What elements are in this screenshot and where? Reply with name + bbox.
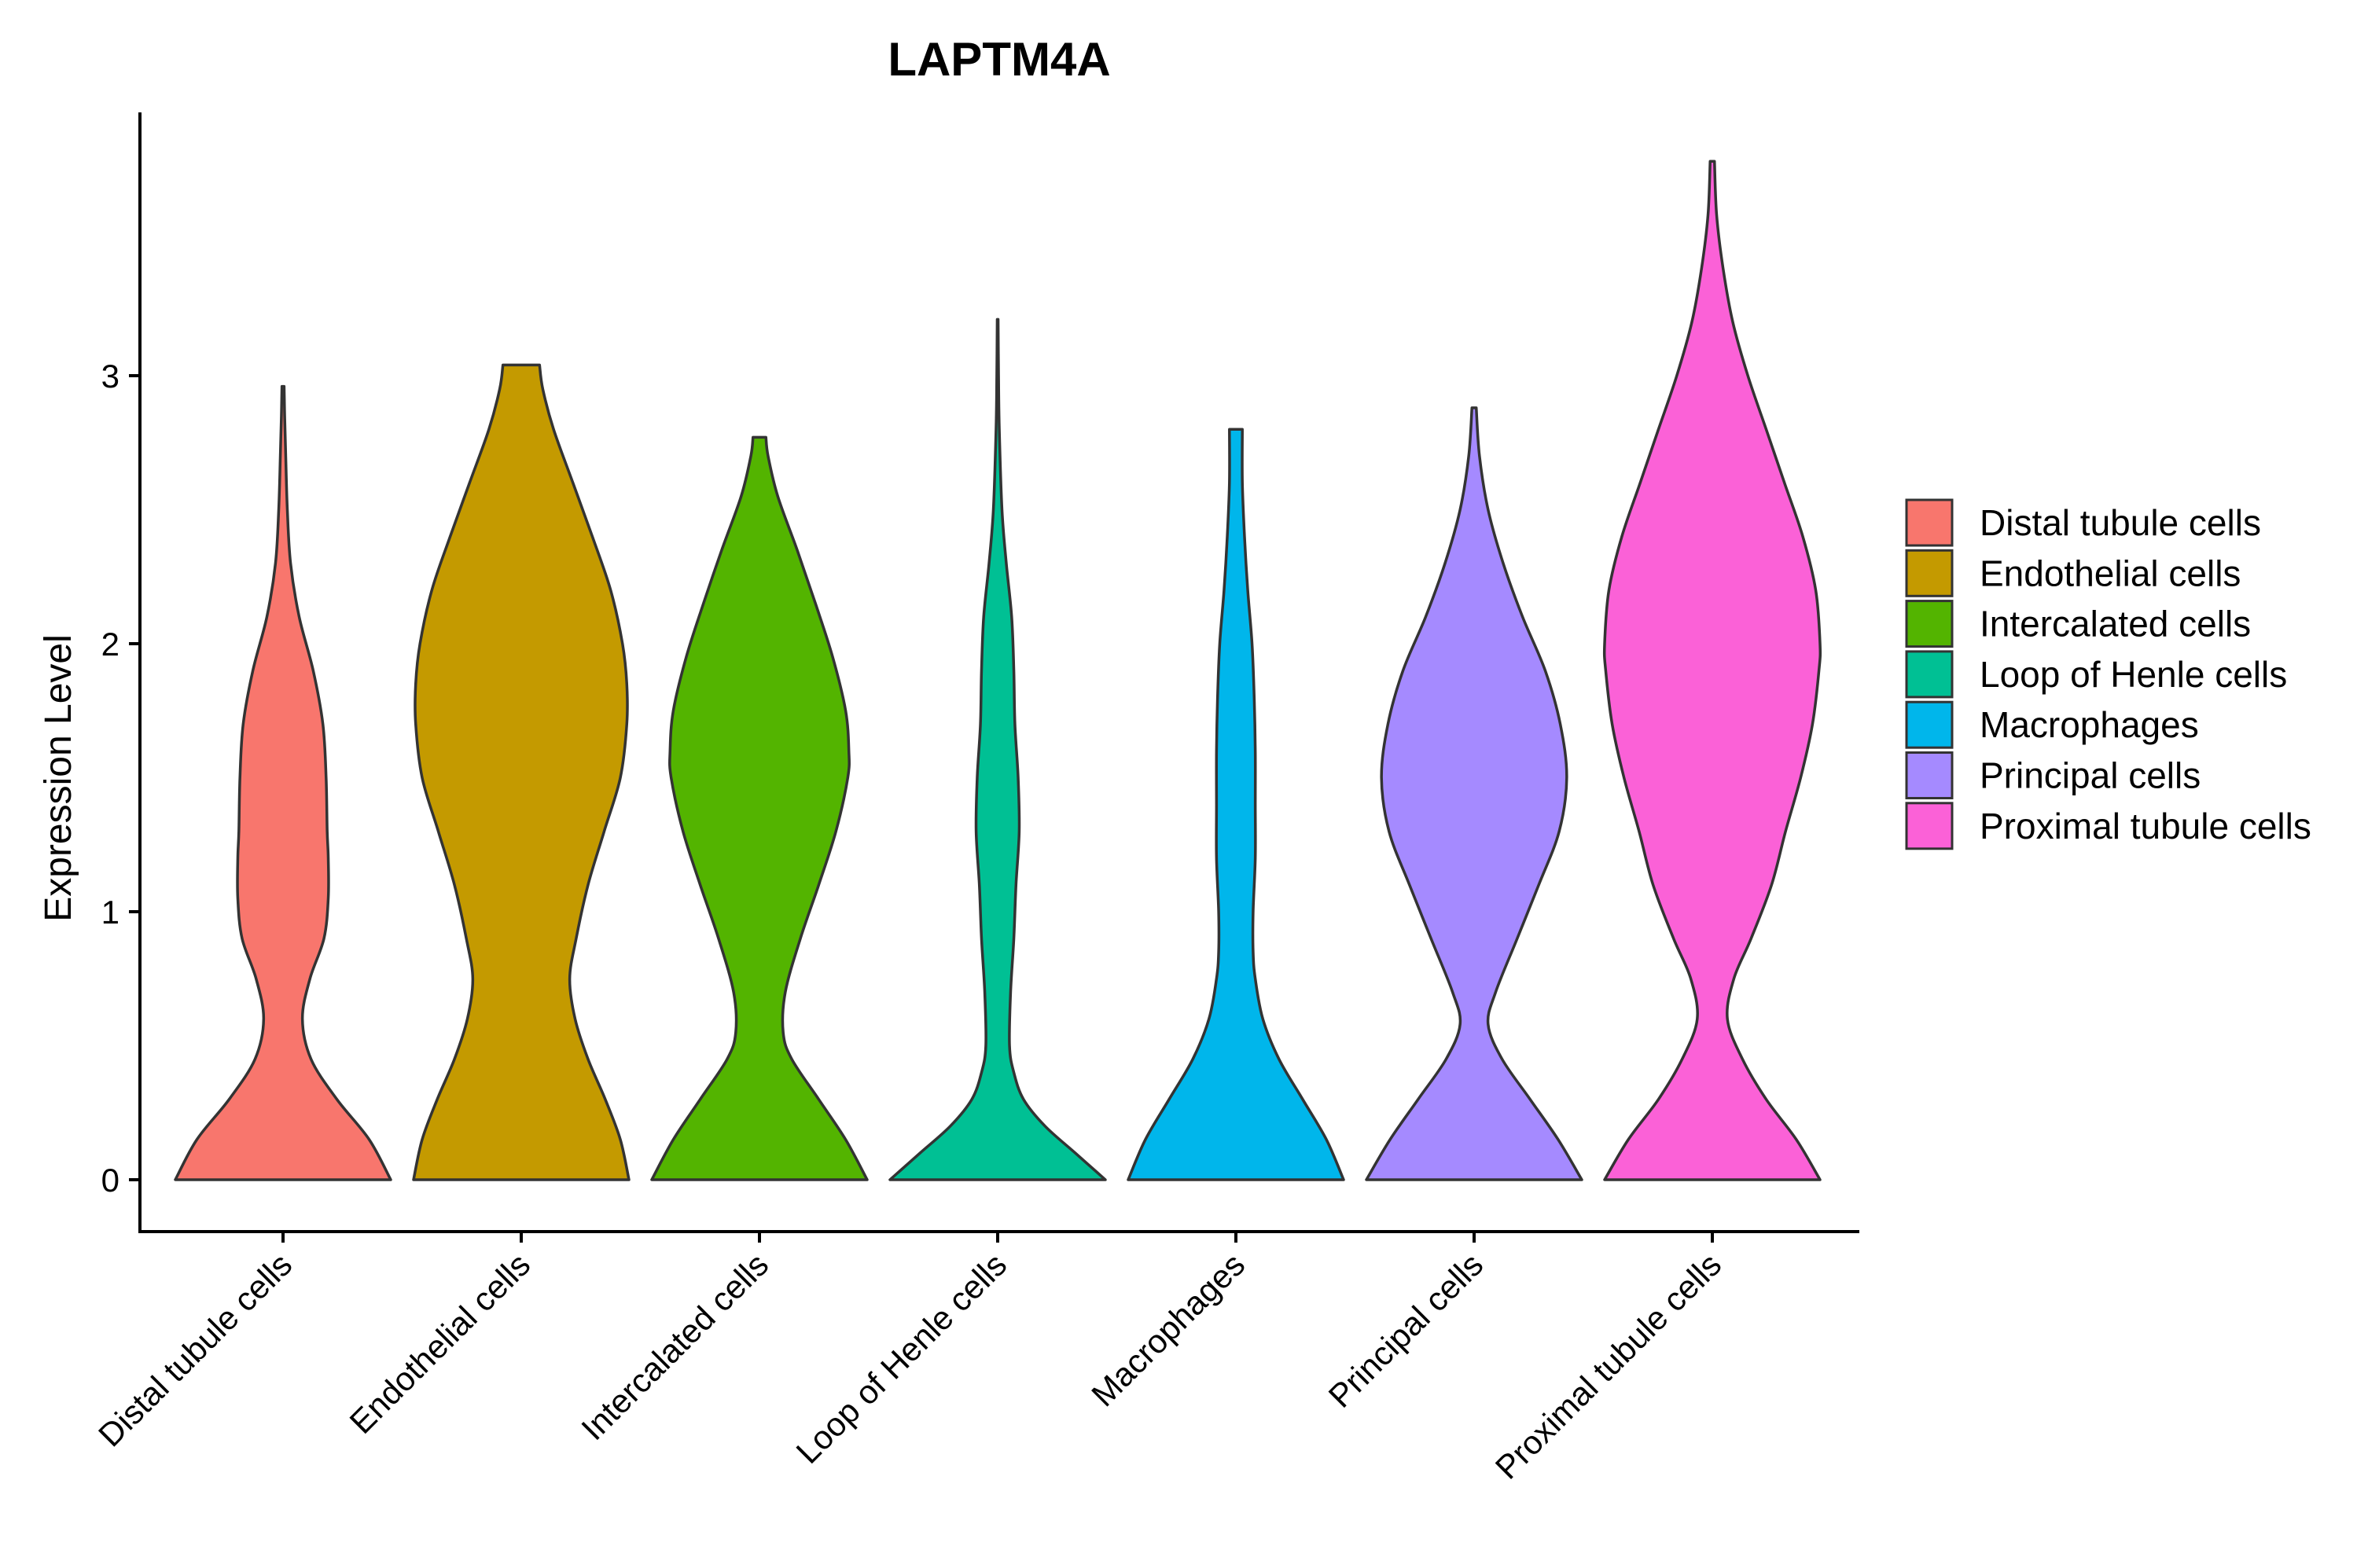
legend-label: Endothelial cells bbox=[1980, 553, 2241, 593]
legend-key bbox=[1905, 600, 1954, 648]
x-tick-label: Intercalated cells bbox=[574, 1246, 775, 1447]
x-tick-label: Macrophages bbox=[1084, 1246, 1252, 1413]
x-tick-label: Principal cells bbox=[1322, 1246, 1491, 1415]
legend-label: Loop of Henle cells bbox=[1980, 654, 2287, 695]
violin-distal-tubule-cells bbox=[174, 384, 392, 1181]
x-tick-label: Loop of Henle cells bbox=[789, 1246, 1014, 1471]
violin-loop-of-henle-cells bbox=[888, 318, 1107, 1181]
violin-endothelial-cells bbox=[412, 363, 631, 1181]
legend: Distal tubule cells Endothelial cells Inte… bbox=[1905, 498, 2311, 850]
legend-key bbox=[1905, 498, 1954, 547]
legend-key bbox=[1905, 650, 1954, 699]
chart-title: LAPTM4A bbox=[888, 33, 1110, 86]
legend-label: Principal cells bbox=[1980, 755, 2201, 796]
violin-layer bbox=[174, 160, 1822, 1181]
violin-intercalated-cells bbox=[650, 435, 869, 1181]
legend-key bbox=[1905, 549, 1954, 597]
legend-label: Distal tubule cells bbox=[1980, 502, 2261, 543]
violin-principal-cells bbox=[1365, 406, 1583, 1181]
y-axis-ticks: 0 1 2 3 bbox=[101, 358, 140, 1199]
x-axis-ticks: Distal tubule cells Endothelial cells Inte… bbox=[91, 1232, 1728, 1486]
y-tick-label: 0 bbox=[101, 1162, 120, 1199]
y-tick-label: 2 bbox=[101, 626, 120, 663]
y-tick-label: 1 bbox=[101, 894, 120, 931]
x-tick-label: Distal tubule cells bbox=[91, 1246, 299, 1453]
legend-label: Macrophages bbox=[1980, 704, 2199, 745]
violin-macrophages bbox=[1127, 428, 1345, 1181]
legend-label: Intercalated cells bbox=[1980, 604, 2251, 644]
legend-key bbox=[1905, 700, 1954, 749]
y-axis-title: Expression Level bbox=[38, 634, 79, 922]
x-tick-label: Endothelial cells bbox=[343, 1246, 538, 1441]
legend-key bbox=[1905, 802, 1954, 850]
legend-label: Proximal tubule cells bbox=[1980, 806, 2311, 846]
violin-proximal-tubule-cells bbox=[1602, 160, 1822, 1181]
x-tick-label: Proximal tubule cells bbox=[1488, 1246, 1729, 1486]
y-tick-label: 3 bbox=[101, 358, 120, 395]
legend-key bbox=[1905, 751, 1954, 799]
